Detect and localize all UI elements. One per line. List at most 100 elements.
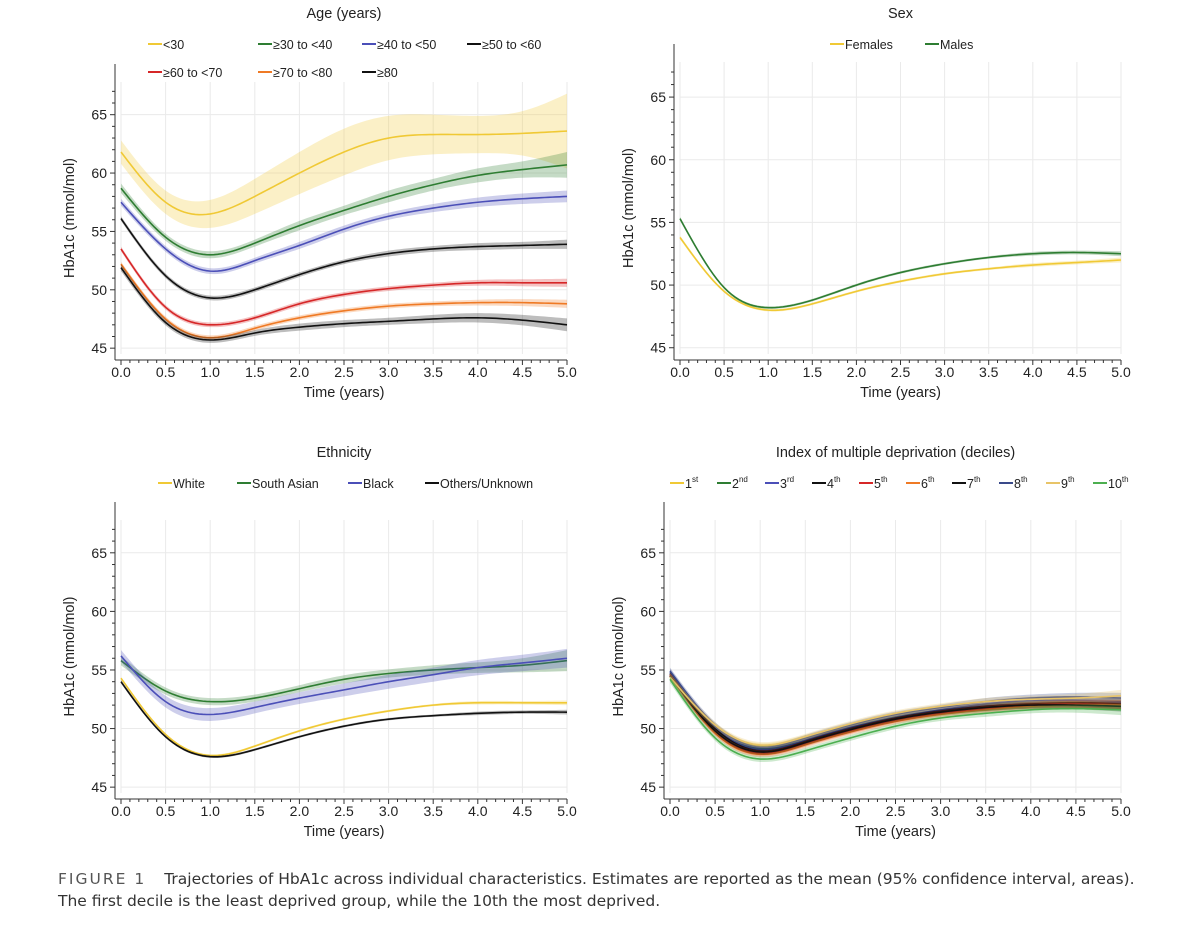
series-line: [669, 676, 1122, 746]
x-tick-label: 2.5: [886, 803, 906, 819]
x-tick-label: 1.5: [803, 364, 823, 380]
series-line: [120, 164, 568, 256]
x-tick-label: 2.0: [841, 803, 861, 819]
x-tick-label: 5.0: [1111, 364, 1131, 380]
x-tick-label: 2.5: [334, 803, 354, 819]
legend-item: ≥40 to <50: [362, 38, 436, 52]
chart-panel-4: Index of multiple deprivation (deciles) 4…: [611, 445, 1131, 840]
series-line: [669, 670, 1122, 749]
x-tick-label: 3.5: [423, 364, 443, 380]
y-tick-label: 55: [91, 223, 107, 239]
x-tick-label: 2.0: [290, 364, 310, 380]
axes: 45 50 55 60 65 0.0 0.5 1.0 1.5 2.0 2.5 3.0 3.5 4.0 4.5…: [611, 502, 1131, 840]
ci-band: [121, 648, 567, 721]
series-line: [120, 130, 568, 216]
legend-superscript: th: [834, 475, 841, 484]
ci-band: [121, 261, 567, 340]
series-line: [669, 675, 1122, 753]
legend-label: 10th: [1108, 475, 1129, 491]
legend-label: 1st: [685, 475, 699, 491]
legend-item: ≥60 to <70: [148, 66, 222, 80]
x-tick-label: 2.5: [334, 364, 354, 380]
series-10: [669, 675, 1122, 763]
chart-title: Index of multiple deprivation (deciles): [776, 445, 1015, 461]
x-tick-label: 4.0: [1021, 803, 1041, 819]
x-tick-label: 3.0: [931, 803, 951, 819]
legend-item: 4th: [812, 475, 841, 491]
y-tick-label: 50: [640, 721, 656, 737]
x-tick-label: 1.0: [200, 364, 220, 380]
ci-band: [121, 650, 567, 706]
series-2: [120, 650, 568, 706]
legend-superscript: th: [928, 475, 935, 484]
series-3: [120, 648, 568, 721]
ci-band: [121, 190, 567, 275]
y-tick-label: 45: [91, 779, 107, 795]
figure-caption: FIGURE 1 Trajectories of HbA1c across ind…: [58, 868, 1148, 912]
y-tick-label: 65: [91, 545, 107, 561]
x-tick-label: 3.5: [423, 803, 443, 819]
y-tick-label: 55: [640, 662, 656, 678]
legend-label: 3rd: [780, 475, 794, 491]
y-tick-label: 65: [640, 545, 656, 561]
y-tick-label: 45: [650, 340, 666, 356]
legend-label: South Asian: [252, 477, 319, 491]
x-tick-label: 4.5: [513, 364, 533, 380]
series-9: [669, 673, 1122, 749]
legend-item: ≥50 to <60: [467, 38, 541, 52]
legend-label: 9th: [1061, 475, 1075, 491]
axes: 45 50 55 60 65 0.0 0.5 1.0 1.5 2.0 2.5 3.0 3.5 4.0 4.5…: [62, 502, 577, 840]
y-axis-label: HbA1c (mmol/mol): [611, 596, 627, 716]
series-1: [120, 677, 568, 757]
x-axis-label: Time (years): [855, 824, 936, 840]
legend-superscript: rd: [787, 475, 794, 484]
y-tick-label: 55: [91, 662, 107, 678]
legend-superscript: th: [881, 475, 888, 484]
y-tick-label: 60: [640, 603, 656, 619]
x-tick-label: 0.0: [111, 803, 131, 819]
y-tick-label: 65: [650, 89, 666, 105]
legend-superscript: th: [974, 475, 981, 484]
y-tick-label: 50: [91, 721, 107, 737]
legend-item: Others/Unknown: [425, 477, 533, 491]
legend-item: South Asian: [237, 477, 319, 491]
y-tick-label: 50: [91, 282, 107, 298]
x-tick-label: 0.5: [156, 803, 176, 819]
gridlines: [120, 82, 568, 354]
ci-band: [121, 93, 567, 229]
legend-item: ≥80: [362, 66, 398, 80]
y-tick-label: 65: [91, 107, 107, 123]
x-tick-label: 1.5: [796, 803, 816, 819]
y-tick-label: 50: [650, 277, 666, 293]
legend-superscript: th: [1021, 475, 1028, 484]
x-axis-label: Time (years): [304, 824, 385, 840]
y-tick-label: 45: [91, 340, 107, 356]
y-tick-label: 60: [650, 152, 666, 168]
legend-label: <30: [163, 38, 184, 52]
series-2: [679, 216, 1122, 309]
x-tick-label: 0.5: [156, 364, 176, 380]
series-line: [120, 659, 568, 703]
legend-item: 5th: [859, 475, 888, 491]
chart-panel-2: Sex 45 50 55 60 65 0.0 0.5 1.0 1.5 2.0 2.5 3.0 3.5 4.0…: [621, 6, 1131, 401]
x-tick-label: 0.0: [111, 364, 131, 380]
legend-label: ≥60 to <70: [163, 66, 222, 80]
figure-panels: Age (years) 45 50 55 60 65 0.0 0.5 1.0 1.5 2.0 2.5 3…: [62, 6, 1131, 840]
legend-label: Males: [940, 38, 973, 52]
series-line: [120, 267, 568, 341]
x-tick-label: 2.0: [847, 364, 867, 380]
legend-label: 5th: [874, 475, 888, 491]
legend-label: Black: [363, 477, 394, 491]
legend-superscript: th: [1068, 475, 1075, 484]
series-line: [679, 218, 1122, 309]
series-4: [669, 669, 1122, 754]
figure-label: FIGURE 1: [58, 870, 147, 888]
series-8: [669, 667, 1122, 751]
legend-item: 7th: [952, 475, 981, 491]
legend-label: 6th: [921, 475, 935, 491]
chart-title: Sex: [888, 6, 914, 22]
x-tick-label: 4.0: [1023, 364, 1043, 380]
legend: White South Asian Black Others/Unknown: [158, 477, 533, 491]
legend-label: Others/Unknown: [440, 477, 533, 491]
x-tick-label: 2.5: [891, 364, 911, 380]
